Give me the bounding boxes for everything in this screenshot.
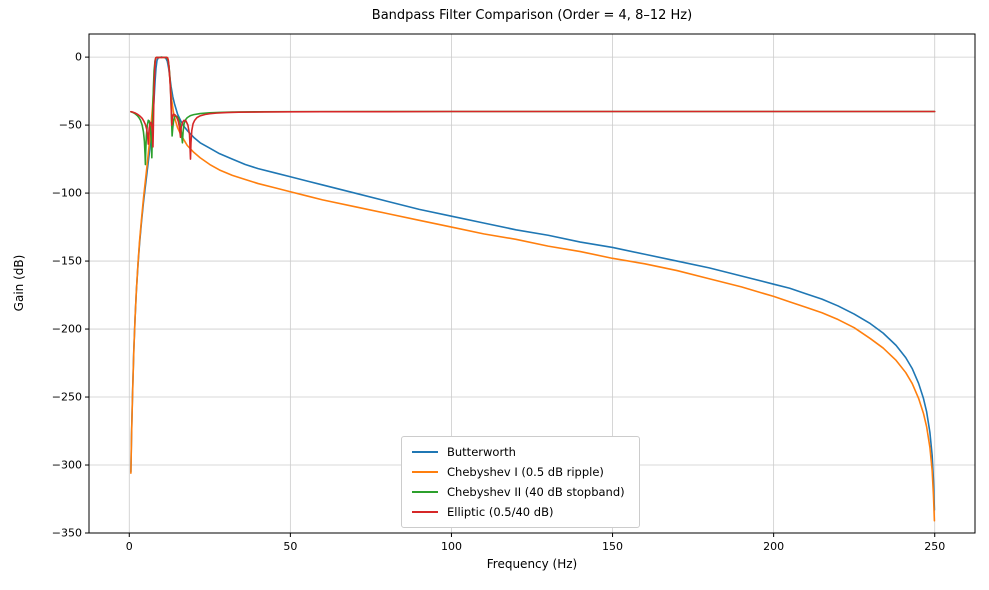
legend-line-swatch	[412, 491, 438, 493]
y-tick-label: −100	[52, 187, 82, 200]
x-axis-label: Frequency (Hz)	[486, 557, 578, 571]
x-tick-label: 50	[283, 540, 297, 553]
legend-label: Elliptic (0.5/40 dB)	[447, 505, 554, 519]
y-tick-label: −300	[52, 459, 82, 472]
y-tick-label: −250	[52, 391, 82, 404]
legend: Butterworth Chebyshev I (0.5 dB ripple) Ch…	[401, 436, 640, 528]
legend-line-swatch	[412, 511, 438, 513]
legend-label: Chebyshev II (40 dB stopband)	[447, 485, 625, 499]
legend-item: Butterworth	[412, 444, 625, 460]
y-tick-label: −200	[52, 323, 82, 336]
legend-item: Chebyshev I (0.5 dB ripple)	[412, 464, 625, 480]
x-tick-label: 150	[602, 540, 623, 553]
legend-label: Chebyshev I (0.5 dB ripple)	[447, 465, 604, 479]
x-tick-label: 100	[441, 540, 462, 553]
y-tick-label: −150	[52, 255, 82, 268]
x-tick-label: 0	[126, 540, 133, 553]
x-tick-label: 200	[763, 540, 784, 553]
legend-item: Chebyshev II (40 dB stopband)	[412, 484, 625, 500]
y-axis-label: Gain (dB)	[12, 254, 26, 312]
axes-frame	[88, 33, 976, 534]
y-tick-label: −50	[59, 119, 82, 132]
y-tick-label: −350	[52, 527, 82, 540]
chart-title: Bandpass Filter Comparison (Order = 4, 8…	[371, 8, 693, 23]
legend-item: Elliptic (0.5/40 dB)	[412, 504, 625, 520]
legend-line-swatch	[412, 451, 438, 453]
legend-label: Butterworth	[447, 445, 516, 459]
series-chebyshev1	[130, 56, 936, 522]
y-tick-label: 0	[75, 51, 82, 64]
series-elliptic	[130, 56, 936, 160]
legend-line-swatch	[412, 471, 438, 473]
x-tick-label: 250	[924, 540, 945, 553]
